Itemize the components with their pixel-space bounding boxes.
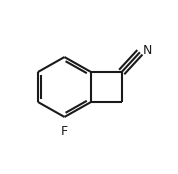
Text: F: F [61,125,68,138]
Text: N: N [143,44,152,57]
